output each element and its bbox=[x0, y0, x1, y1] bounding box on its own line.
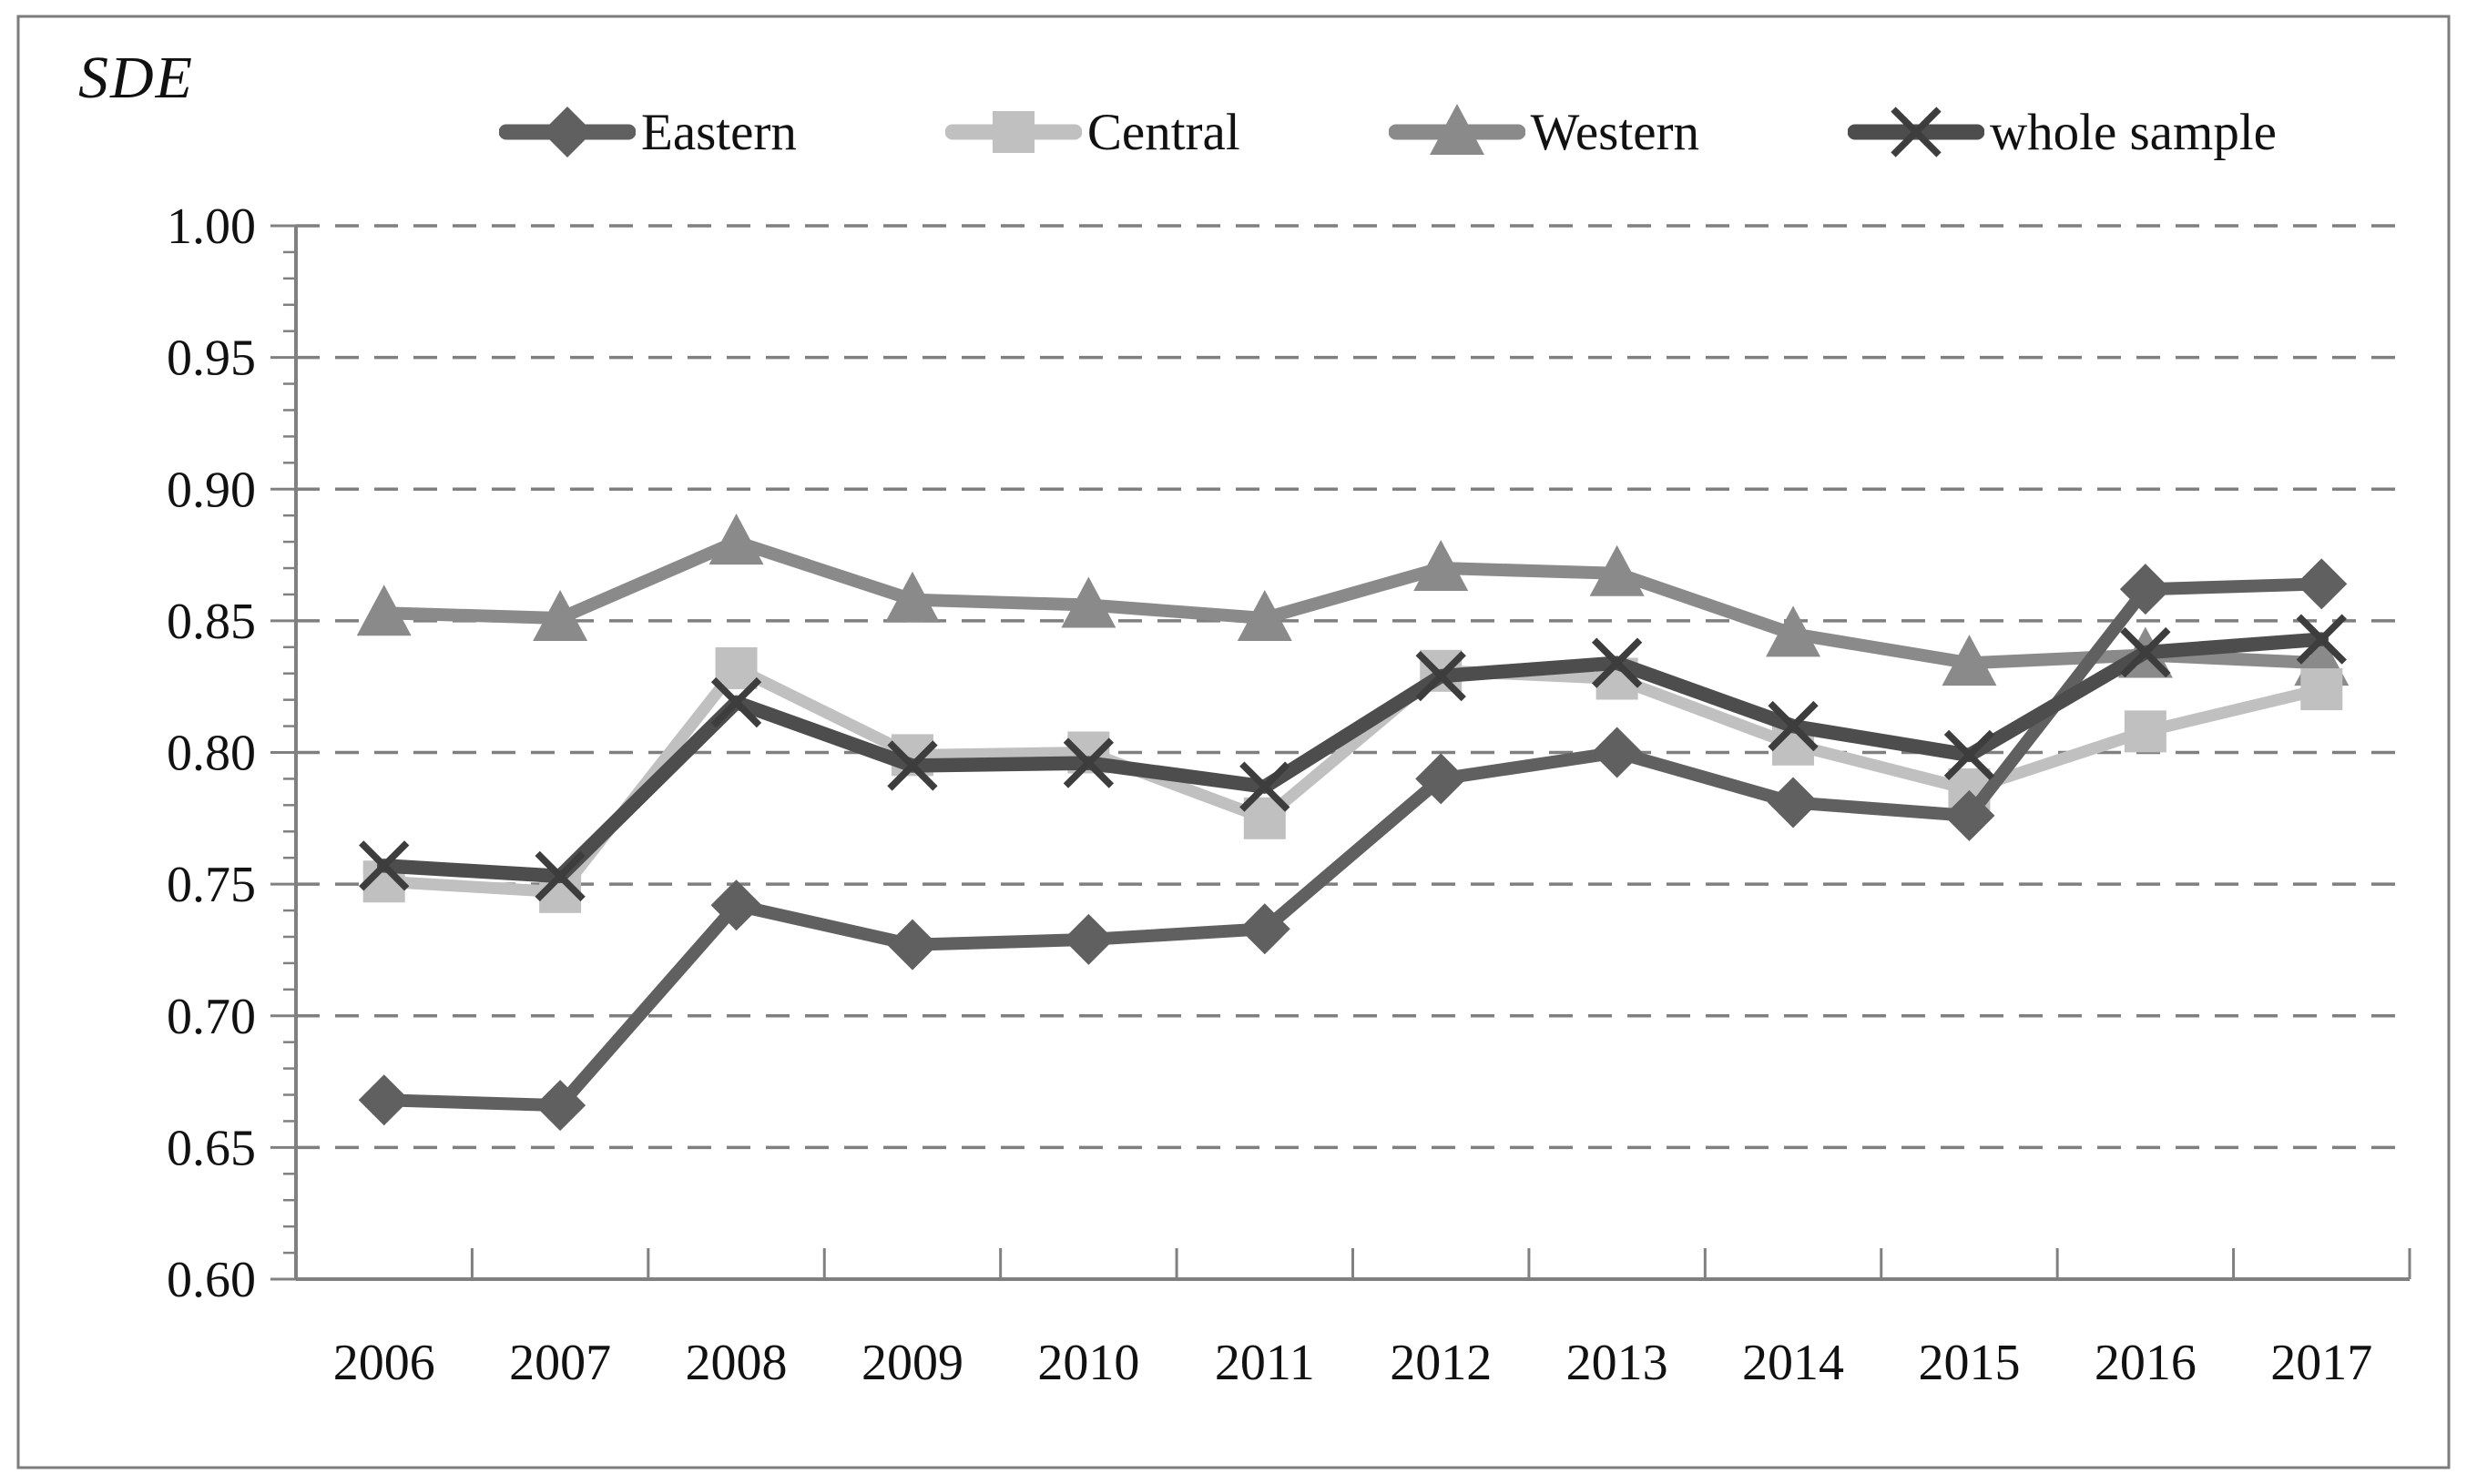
x-tick-label-2010: 2010 bbox=[1037, 1335, 1139, 1391]
marker-whole-sample-2009 bbox=[887, 740, 938, 791]
marker-eastern-2013 bbox=[1591, 727, 1643, 778]
marker-eastern-2009 bbox=[886, 919, 938, 971]
marker-eastern-2007 bbox=[535, 1080, 586, 1132]
legend-sample-svg bbox=[499, 107, 636, 158]
marker-western-2009 bbox=[884, 571, 940, 623]
legend-label-whole-sample: whole sample bbox=[1989, 103, 2277, 161]
marker-western-2010 bbox=[1061, 576, 1116, 628]
x-tick-label-2007: 2007 bbox=[509, 1335, 611, 1391]
marker-eastern-2012 bbox=[1415, 753, 1467, 805]
x-tick-label-2014: 2014 bbox=[1742, 1335, 1844, 1391]
x-tick-label-2006: 2006 bbox=[333, 1335, 435, 1391]
marker-western-2013 bbox=[1589, 544, 1645, 596]
marker-western-2012 bbox=[1413, 540, 1469, 592]
legend-marker-central bbox=[944, 99, 1082, 165]
marker-whole-sample-2006 bbox=[359, 840, 410, 891]
legend-diamond-icon bbox=[542, 107, 593, 158]
legend-marker-western bbox=[1388, 99, 1525, 165]
marker-whole-sample-2008 bbox=[710, 676, 762, 728]
y-tick-label-0.65: 0.65 bbox=[167, 1120, 256, 1176]
marker-western-2015 bbox=[1942, 635, 1997, 686]
legend-square-icon bbox=[992, 111, 1035, 153]
legend-sample-svg bbox=[944, 111, 1082, 153]
series-whole-sample-line bbox=[376, 632, 2329, 884]
legend-item-western: Western bbox=[1388, 99, 1699, 165]
x-tick-label-2015: 2015 bbox=[1918, 1335, 2020, 1391]
y-tick-label-0.80: 0.80 bbox=[167, 726, 256, 782]
legend-sample-svg bbox=[1847, 107, 1984, 158]
legend-x-icon bbox=[1891, 107, 1942, 158]
x-tick-label-2012: 2012 bbox=[1390, 1335, 1492, 1391]
legend-label-central: Central bbox=[1086, 103, 1240, 161]
x-tick-label-2016: 2016 bbox=[2095, 1335, 2197, 1391]
marker-central-2008 bbox=[715, 646, 758, 689]
marker-eastern-2016 bbox=[2119, 564, 2171, 615]
marker-whole-sample-2010 bbox=[1063, 737, 1115, 788]
legend-label-eastern: Eastern bbox=[641, 103, 797, 161]
marker-eastern-2011 bbox=[1239, 903, 1290, 955]
series-eastern bbox=[358, 558, 2348, 1132]
legend-label-western: Western bbox=[1530, 103, 1699, 161]
y-axis-title: SDE bbox=[78, 45, 194, 111]
y-tick-label-1.00: 1.00 bbox=[167, 198, 256, 255]
x-tick-label-2017: 2017 bbox=[2270, 1335, 2372, 1391]
marker-western-2008 bbox=[708, 513, 764, 565]
y-tick-label-0.70: 0.70 bbox=[167, 989, 256, 1045]
marker-western-2007 bbox=[533, 589, 588, 641]
marker-whole-sample-2014 bbox=[1768, 700, 1819, 752]
legend-item-whole-sample: whole sample bbox=[1847, 99, 2277, 165]
marker-eastern-2008 bbox=[710, 879, 762, 931]
marker-eastern-2017 bbox=[2296, 558, 2348, 610]
marker-whole-sample-2015 bbox=[1943, 729, 1995, 781]
x-tick-label-2013: 2013 bbox=[1566, 1335, 1668, 1391]
legend-marker-eastern bbox=[499, 99, 636, 165]
x-tick-label-2009: 2009 bbox=[861, 1335, 963, 1391]
legend-item-eastern: Eastern bbox=[499, 99, 797, 165]
y-tick-label-0.75: 0.75 bbox=[167, 857, 256, 913]
marker-whole-sample-2013 bbox=[1591, 637, 1643, 688]
series-eastern-line bbox=[377, 577, 2329, 1113]
marker-whole-sample-2016 bbox=[2120, 626, 2171, 678]
marker-western-2011 bbox=[1237, 589, 1292, 641]
marker-eastern-2014 bbox=[1768, 777, 1820, 828]
marker-eastern-2006 bbox=[358, 1074, 410, 1126]
marker-whole-sample-2007 bbox=[535, 850, 586, 902]
legend-triangle-icon bbox=[1429, 104, 1484, 155]
series-whole-sample bbox=[359, 614, 2347, 902]
y-tick-label-0.95: 0.95 bbox=[167, 330, 256, 387]
x-tick-label-2008: 2008 bbox=[686, 1335, 788, 1391]
legend-marker-whole-sample bbox=[1847, 99, 1984, 165]
marker-eastern-2015 bbox=[1943, 789, 1995, 841]
x-tick-label-2011: 2011 bbox=[1215, 1335, 1315, 1391]
series-western bbox=[356, 513, 2350, 686]
marker-western-2006 bbox=[356, 584, 412, 636]
y-tick-label-0.60: 0.60 bbox=[167, 1252, 256, 1308]
marker-eastern-2010 bbox=[1063, 913, 1115, 965]
series-western-line bbox=[377, 535, 2329, 670]
marker-whole-sample-2011 bbox=[1239, 761, 1290, 812]
legend: Eastern Central Western whole sample bbox=[499, 91, 2277, 173]
y-tick-label-0.90: 0.90 bbox=[167, 462, 256, 518]
figure-border bbox=[16, 15, 2451, 1469]
legend-sample-svg bbox=[1388, 104, 1525, 155]
marker-whole-sample-2012 bbox=[1415, 650, 1466, 702]
marker-whole-sample-2017 bbox=[2296, 614, 2347, 665]
legend-item-central: Central bbox=[944, 99, 1240, 165]
marker-western-2014 bbox=[1766, 605, 1821, 657]
y-tick-label-0.85: 0.85 bbox=[167, 594, 256, 650]
marker-central-2016 bbox=[2124, 710, 2166, 753]
marker-central-2017 bbox=[2300, 668, 2343, 711]
